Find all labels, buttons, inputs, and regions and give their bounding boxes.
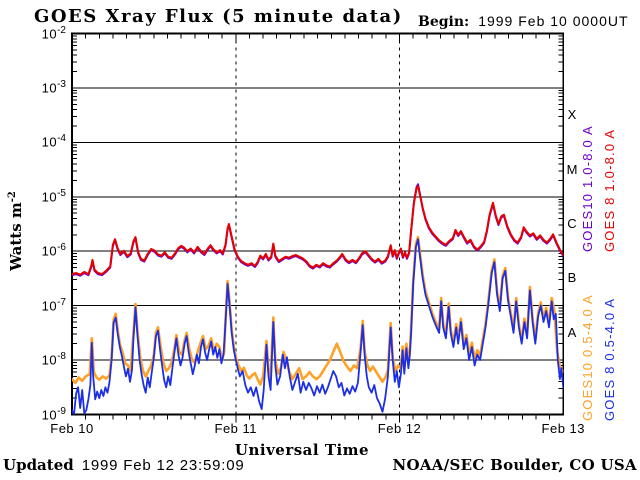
legend-goes-8-1-0-8-0-a: GOES 8 1.0-8.0 A: [602, 128, 617, 252]
begin-label: Begin:: [418, 14, 470, 30]
plot-frame: [71, 32, 565, 416]
begin-time-line: Begin: 1999 Feb 10 0000UT: [418, 13, 629, 30]
flux-class-label-b: B: [567, 270, 577, 286]
flux-class-label-c: C: [567, 216, 577, 231]
page-title: GOES Xray Flux (5 minute data): [34, 6, 403, 27]
flux-class-label-a: A: [567, 324, 577, 340]
x-tick-label: Feb 13: [541, 421, 586, 436]
x-tick-label: Feb 11: [214, 421, 258, 436]
x-tick-label: Feb 10: [50, 421, 94, 436]
flux-class-label-m: M: [566, 161, 578, 177]
y-tick-label: 10-9: [41, 405, 66, 422]
y-tick-label: 10-6: [41, 242, 66, 259]
x-tick-label: Feb 12: [377, 421, 422, 436]
series-curve-goes10-1-0-8-0-a: [72, 183, 564, 277]
credit-text: NOAA/SEC Boulder, CO USA: [392, 456, 637, 474]
updated-label: Updated: [3, 456, 74, 474]
y-tick-label: 10-8: [41, 351, 66, 368]
legend-goes-8-0-5-4-0-a: GOES 8 0.5-4.0 A: [602, 297, 617, 421]
y-tick-label: 10-7: [41, 296, 66, 313]
y-tick-label: 10-2: [41, 24, 66, 41]
series-curve-goes-8-1-0-8-0-a: [72, 184, 564, 276]
y-tick-label: 10-4: [41, 133, 66, 150]
updated-timestamp: Updated 1999 Feb 12 23:59:09: [3, 456, 245, 474]
y-tick-label: 10-5: [41, 187, 66, 205]
y-tick-label: 10-3: [41, 78, 66, 96]
updated-value: 1999 Feb 12 23:59:09: [81, 457, 245, 474]
series-curve-goes-8-0-5-4-0-a: [72, 238, 564, 415]
flux-class-label-x: X: [567, 107, 577, 123]
begin-value: 1999 Feb 10 0000UT: [478, 13, 629, 29]
legend-goes10-1-0-8-0-a: GOES10 1.0-8.0 A: [580, 125, 595, 252]
legend-goes10-0-5-4-0-a: GOES10 0.5-4.0 A: [580, 294, 595, 421]
x-axis-title: Universal Time: [234, 441, 370, 459]
